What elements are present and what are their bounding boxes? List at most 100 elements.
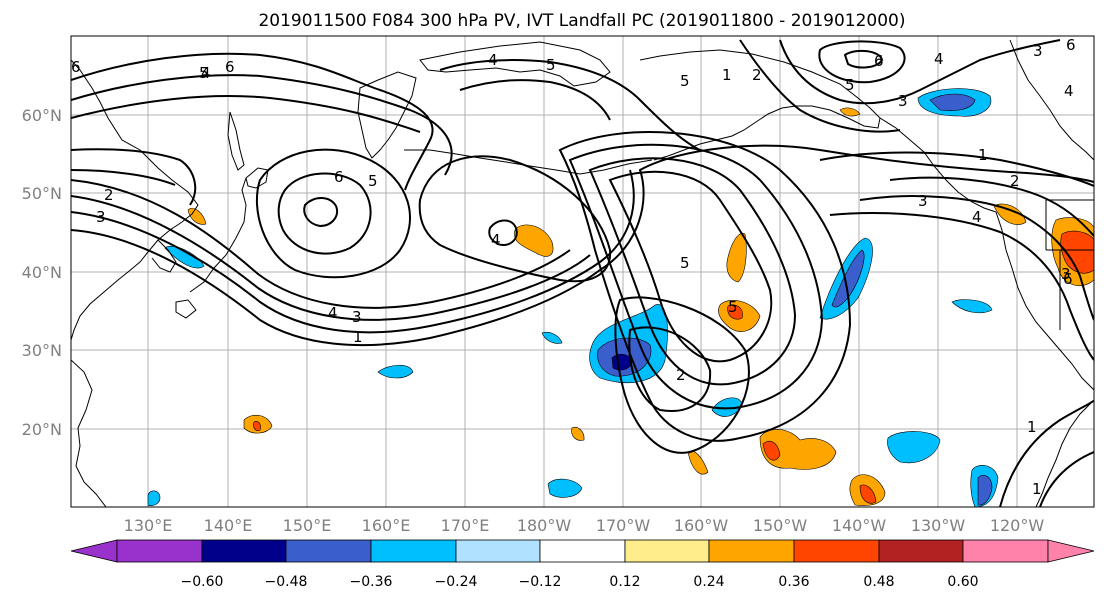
coast-asia-mainland [71,59,199,341]
contour-labels: 6 2 3 4 5 6 4 5 4 5 6 4 3 1 5 2 5 6 3 1 [71,36,1076,498]
colorbar-bin [624,539,710,563]
contour-label: 6 [334,168,344,186]
coast-japan-kyushu [175,299,197,319]
contour-label: 3 [96,208,106,226]
coast-aleutians [404,149,653,175]
contour-central-3 [568,143,824,410]
colorbar-bin [793,539,880,563]
coast-hokkaido [245,167,269,189]
colorbar-tick-label: 0.60 [947,574,978,590]
anomaly-red-center [727,304,743,320]
colorbar-bin [539,539,626,563]
contour-label: 4 [972,208,982,226]
pv-contours [71,39,1094,507]
colorbar-bin [201,539,287,563]
colorbar-extend-low [70,539,118,563]
map-title: 2019011500 F084 300 hPa PV, IVT Landfall… [258,11,905,31]
contour-east-4 [829,212,1094,361]
contour-top-4 [71,74,453,176]
anomaly-red-se [859,484,877,504]
colorbar-bin [455,539,541,563]
coast-us-interior [1045,199,1094,330]
contour-top-3 [71,95,421,133]
anomaly-orange-north [514,224,554,257]
contour-mid-4 [418,155,612,283]
anomaly-blue-lower-right-mid [977,475,993,506]
colorbar-tick-label: 0.48 [863,574,894,590]
contour-label: 4 [328,304,338,322]
contour-label: 1 [1032,480,1042,498]
contour-1-west [71,144,1094,347]
contour-label: 6 [225,58,235,76]
contour-low-2 [628,326,712,412]
lon-label: 180°W [517,516,572,535]
contour-4-west [71,179,571,309]
lon-label: 170°E [441,516,490,535]
lon-label: 140°E [204,516,253,535]
contour-3-west [71,195,591,321]
contour-ne-5 [818,40,906,84]
colorbar-bin [285,539,372,563]
contour-label: 2 [1010,172,1020,190]
anomaly-blue-sw [377,364,414,379]
lat-label-30n: 30°N [22,341,62,360]
contour-label: 5 [728,298,738,316]
contour-label: 6 [1063,270,1073,288]
longitude-axis: 130°E 140°E 150°E 160°E 170°E 180°W 170°… [124,516,1045,535]
contour-sw-7 [303,197,338,228]
contour-label: 1 [353,328,363,346]
contour-low-1 [614,296,750,454]
contour-label: 4 [1064,82,1074,100]
contour-central-5 [608,170,773,363]
coast-china-south [71,359,107,507]
colorbar-tick-label: 0.36 [778,574,809,590]
coastlines [71,39,1094,507]
coast-baja [1035,399,1094,507]
contour-label: 3 [1061,265,1071,283]
contour-label: 5 [680,72,690,90]
colorbar [70,539,1095,563]
map-frame [70,35,1095,508]
latitude-axis: 60°N 50°N 40°N 30°N 20°N [22,106,62,439]
colorbar-tick-label: −0.60 [181,574,224,590]
colorbar-tick-label: −0.48 [265,574,308,590]
contour-label: 5 [845,76,855,94]
contour-west-2 [71,148,197,206]
contour-mid-6 [488,219,518,246]
colorbar-bin [116,539,203,563]
anomaly-blue-se [887,431,941,464]
colorbar-bin [708,539,795,563]
coast-kamchatka [357,71,417,159]
colorbar-tick-label: −0.24 [435,574,478,590]
contour-east-2 [889,176,1094,237]
contour-north-4 [439,59,701,151]
anomaly-orange-stem [726,233,747,283]
colorbar-tick-label: −0.36 [350,574,393,590]
contour-ne-3 [779,39,1061,105]
contour-se-1 [999,399,1094,507]
lon-label: 160°E [362,516,411,535]
anomaly-blue-tiny [541,331,563,344]
colorbar-bin [878,539,964,563]
contour-label: 5 [680,254,690,272]
contour-east-1 [819,151,1094,187]
contour-label: 1 [1027,418,1037,436]
colorbar-bin [370,539,457,563]
contour-label: 6 [1066,36,1076,54]
contour-label: 3 [918,192,928,210]
anomaly-orange-pnw [993,203,1027,225]
contour-label: 6 [71,58,81,76]
anomaly-blue-south [547,478,583,498]
contour-sw-6 [277,172,372,255]
anomaly-orange-south [759,429,837,470]
colorbar-tick-label: 0.24 [693,574,724,590]
lon-label: 170°W [596,516,651,535]
coast-alaska [639,49,881,161]
anomaly-red-sw [253,421,261,431]
lat-label-20n: 20°N [22,420,62,439]
contour-label: 4 [488,51,498,69]
lat-label-60n: 60°N [22,106,62,125]
coast-chukotka [419,41,611,87]
contour-label: 2 [752,66,762,84]
contour-label: 1 [978,146,988,164]
